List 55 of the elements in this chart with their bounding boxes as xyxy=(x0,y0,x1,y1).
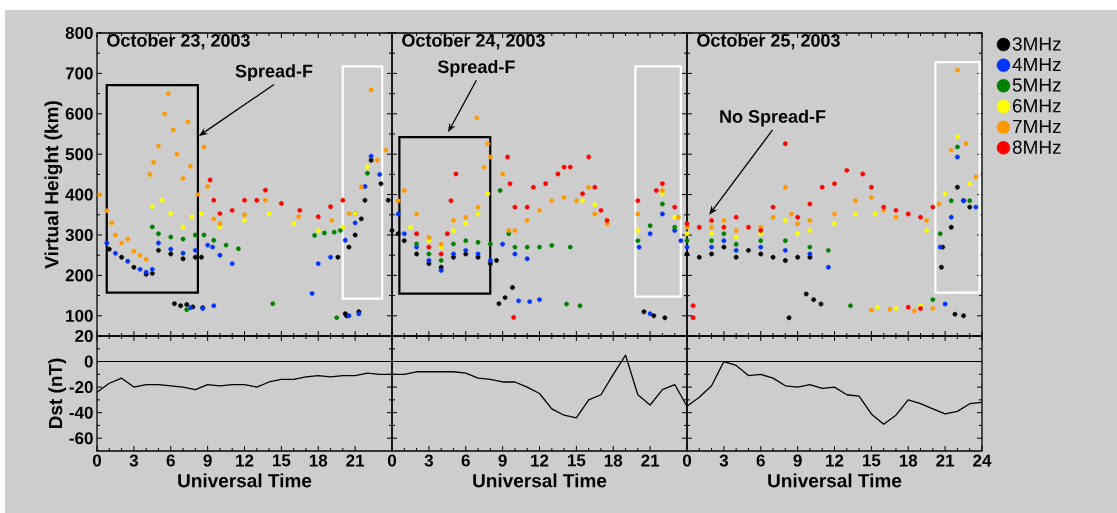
x-tick-label: 18 xyxy=(309,454,328,467)
annotation: Spread-F xyxy=(235,64,313,81)
x-tick-label: 21 xyxy=(346,454,365,467)
legend-label: 7MHz xyxy=(1012,119,1061,133)
x-tick-label: 24 xyxy=(973,454,992,467)
y-tick-label: 400 xyxy=(65,188,93,201)
x-tick-label: 9 xyxy=(498,454,507,467)
legend-label: 3MHz xyxy=(1012,37,1061,51)
y-tick-label: 100 xyxy=(66,309,93,322)
y-tick-label: 300 xyxy=(65,228,93,242)
x-tick-label: 12 xyxy=(236,454,254,467)
x-tick-label: 9 xyxy=(793,454,802,467)
x-tick-label: 15 xyxy=(567,454,586,467)
x-tick-label: 15 xyxy=(862,454,881,467)
y-tick-label: 800 xyxy=(65,26,93,40)
x-tick-label: 15 xyxy=(272,454,291,467)
x-tick-label: 21 xyxy=(936,454,955,467)
x-tick-label: 6 xyxy=(461,454,470,467)
y-tick-label: 700 xyxy=(65,67,93,80)
y-tick-label: 500 xyxy=(65,148,93,161)
y-tick-label: 600 xyxy=(65,107,93,120)
y-tick-label: 0 xyxy=(84,355,93,368)
x-tick-label: 12 xyxy=(531,454,549,467)
y-tick-label: -60 xyxy=(69,432,93,445)
legend-label: 5MHz xyxy=(1012,78,1061,92)
y-axis-title: Dst (nT) xyxy=(48,358,67,429)
x-tick-label: 3 xyxy=(719,454,728,467)
x-tick-label: 6 xyxy=(166,454,175,467)
x-tick-label: 6 xyxy=(756,454,765,467)
x-tick-label: 3 xyxy=(129,454,138,467)
chart-title: October 23, 2003 xyxy=(107,33,250,50)
annotation: No Spread-F xyxy=(720,109,826,127)
x-tick-label: 0 xyxy=(92,454,102,467)
x-tick-label: 18 xyxy=(604,454,623,467)
y-tick-label: 20 xyxy=(75,329,93,343)
y-axis-title: Virtual Height (km) xyxy=(44,101,63,269)
x-axis-title: Universal Time xyxy=(178,473,312,488)
legend-label: 6MHz xyxy=(1012,99,1061,113)
y-tick-label: 200 xyxy=(65,269,93,282)
annotation: Spread-F xyxy=(437,59,515,77)
x-tick-label: 3 xyxy=(424,454,433,467)
legend-label: 4MHz xyxy=(1012,57,1061,72)
x-tick-label: 12 xyxy=(826,454,844,467)
x-tick-label: 0 xyxy=(387,454,397,467)
y-tick-label: -20 xyxy=(69,381,93,394)
legend-label: 8MHz xyxy=(1012,140,1061,154)
x-tick-label: 9 xyxy=(203,454,212,467)
x-tick-label: 21 xyxy=(641,454,660,467)
chart-title: October 24, 2003 xyxy=(402,33,545,50)
chart-title: October 25, 2003 xyxy=(697,33,840,50)
x-tick-label: 0 xyxy=(682,454,692,467)
x-axis-title: Universal Time xyxy=(768,473,902,488)
x-tick-label: 18 xyxy=(899,454,918,467)
x-axis-title: Universal Time xyxy=(473,473,607,488)
y-tick-label: -40 xyxy=(69,406,93,419)
